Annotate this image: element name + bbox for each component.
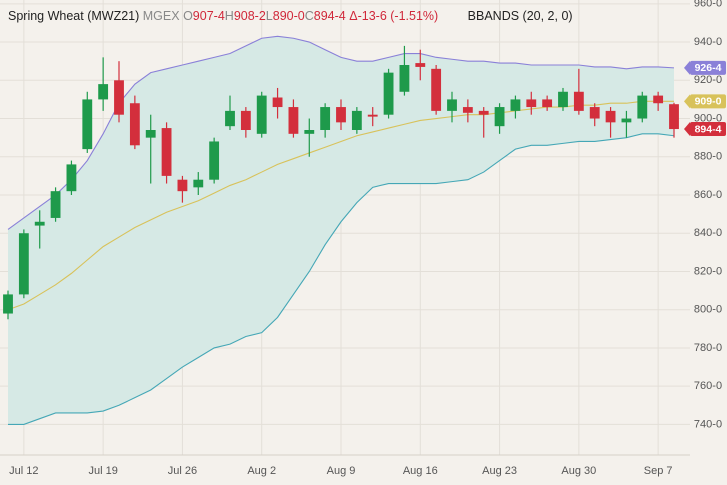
x-tick-label: Jul 12 bbox=[9, 465, 38, 477]
candle-body bbox=[225, 110, 235, 127]
quote-value: 894-4 bbox=[313, 9, 346, 23]
band-fill bbox=[8, 36, 674, 425]
exchange: MGEX bbox=[142, 9, 180, 23]
quote-key: H bbox=[224, 9, 234, 23]
candle-body bbox=[98, 84, 109, 100]
y-tick-label: 960-0 bbox=[694, 0, 722, 10]
candle-body bbox=[320, 107, 331, 130]
price-tag-label: 926-4 bbox=[695, 62, 722, 74]
candle-body bbox=[478, 110, 489, 115]
candle-body bbox=[605, 110, 616, 123]
x-tick-label: Aug 2 bbox=[247, 465, 276, 477]
candle-body bbox=[336, 107, 346, 123]
candle-body bbox=[589, 107, 600, 119]
candle-body bbox=[669, 104, 679, 130]
candle-body bbox=[431, 68, 442, 111]
x-tick-label: Aug 16 bbox=[403, 465, 438, 477]
quote-value: 890-0 bbox=[272, 9, 305, 23]
quote-key: O bbox=[183, 9, 193, 23]
candle-body bbox=[256, 95, 267, 134]
candle-body bbox=[351, 110, 362, 130]
y-tick-label: 900-0 bbox=[694, 112, 722, 124]
chart-title: Spring Wheat (MWZ21) bbox=[8, 9, 140, 23]
x-tick-label: Sep 7 bbox=[644, 465, 673, 477]
candle-body bbox=[129, 103, 140, 146]
price-tag-arrow bbox=[684, 122, 690, 137]
y-tick-label: 760-0 bbox=[694, 380, 722, 392]
candle-body bbox=[383, 72, 394, 115]
y-tick-label: 940-0 bbox=[694, 36, 722, 48]
candle-body bbox=[510, 99, 521, 111]
candle-body bbox=[240, 110, 251, 130]
price-tag-label: 909-0 bbox=[695, 96, 722, 108]
x-tick-label: Jul 26 bbox=[168, 465, 197, 477]
candle-body bbox=[447, 99, 457, 111]
x-tick-label: Aug 23 bbox=[482, 465, 517, 477]
candle-body bbox=[50, 191, 61, 218]
price-tag-label: 894-4 bbox=[695, 123, 722, 135]
candle-body bbox=[114, 80, 124, 115]
y-tick-label: 880-0 bbox=[694, 151, 722, 163]
y-tick-label: 840-0 bbox=[694, 227, 722, 239]
candle-body bbox=[209, 141, 220, 180]
candle-body bbox=[367, 114, 378, 117]
candle-body bbox=[573, 91, 584, 111]
y-tick-label: 920-0 bbox=[694, 74, 722, 86]
y-tick-label: 800-0 bbox=[694, 304, 722, 316]
y-tick-label: 820-0 bbox=[694, 265, 722, 277]
quote-key: L bbox=[265, 9, 273, 23]
y-tick-label: 740-0 bbox=[694, 418, 722, 430]
candle-body bbox=[34, 221, 45, 226]
candle-body bbox=[82, 99, 93, 150]
candle-body bbox=[193, 179, 204, 188]
candle-body bbox=[542, 99, 553, 108]
quote-value: 908-2 bbox=[233, 9, 266, 23]
price-tag-arrow bbox=[684, 94, 690, 109]
x-tick-label: Aug 30 bbox=[561, 465, 596, 477]
band-line bbox=[8, 133, 675, 425]
quote-key: C bbox=[304, 9, 314, 23]
candle-body bbox=[288, 107, 299, 134]
x-tick-label: Jul 19 bbox=[88, 465, 117, 477]
candle-body bbox=[66, 164, 77, 192]
candle-body bbox=[304, 130, 315, 134]
candle-body bbox=[415, 63, 426, 67]
price-tag-arrow bbox=[684, 60, 690, 75]
candle-body bbox=[161, 128, 172, 176]
candle-body bbox=[145, 130, 156, 138]
y-tick-label: 780-0 bbox=[694, 342, 722, 354]
candle-body bbox=[653, 95, 664, 104]
y-tick-label: 860-0 bbox=[694, 189, 722, 201]
candle-body bbox=[18, 233, 29, 295]
candle-body bbox=[399, 65, 410, 92]
candle-body bbox=[272, 97, 283, 108]
candle-body bbox=[621, 118, 632, 123]
candle-body bbox=[462, 107, 473, 113]
candle-body bbox=[177, 179, 188, 192]
price-tag bbox=[690, 122, 726, 137]
candle-body bbox=[3, 294, 13, 314]
candle-body bbox=[637, 95, 648, 119]
indicator: BBANDS (20, 2, 0) bbox=[467, 9, 573, 23]
header: Spring Wheat (MWZ21) MGEX O907-4H908-2L8… bbox=[8, 9, 573, 23]
price-tag bbox=[690, 60, 726, 75]
quote-value: 907-4 bbox=[192, 9, 225, 23]
x-tick-label: Aug 9 bbox=[327, 465, 356, 477]
candle-body bbox=[526, 99, 537, 108]
change: Δ-13-6 (-1.51%) bbox=[349, 9, 439, 23]
candle-body bbox=[494, 107, 505, 127]
quote: O907-4H908-2L890-0C894-4 bbox=[183, 9, 346, 23]
candle-body bbox=[558, 91, 568, 108]
price-tag bbox=[690, 94, 726, 109]
